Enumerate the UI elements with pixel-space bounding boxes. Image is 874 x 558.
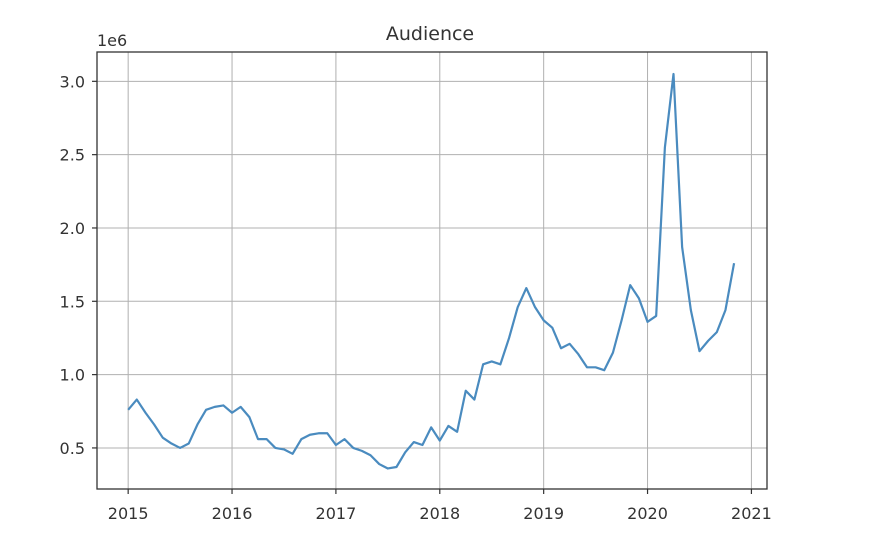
x-tick-label: 2015: [108, 504, 149, 523]
y-offset-label: 1e6: [97, 31, 127, 50]
x-tick-label: 2016: [212, 504, 253, 523]
x-tick-label: 2021: [731, 504, 772, 523]
grid-lines: [97, 52, 767, 489]
y-tick-label: 2.5: [60, 146, 85, 165]
y-axis: 0.5 1.0 1.5 2.0 2.5 3.0: [60, 72, 97, 458]
y-tick-label: 2.0: [60, 219, 85, 238]
x-tick-label: 2020: [627, 504, 668, 523]
y-tick-label: 0.5: [60, 439, 85, 458]
y-tick-label: 1.0: [60, 366, 85, 385]
x-tick-label: 2019: [523, 504, 564, 523]
plot-frame: [96, 51, 768, 490]
x-tick-label: 2017: [316, 504, 357, 523]
x-axis: 2015 2016 2017 2018 2019 2020 2021: [108, 489, 772, 523]
chart-title: Audience: [386, 23, 474, 45]
y-tick-label: 1.5: [60, 292, 85, 311]
x-tick-label: 2018: [419, 504, 460, 523]
line-series: [127, 72, 736, 470]
audience-series-line: [127, 72, 736, 470]
y-tick-label: 3.0: [60, 72, 85, 91]
